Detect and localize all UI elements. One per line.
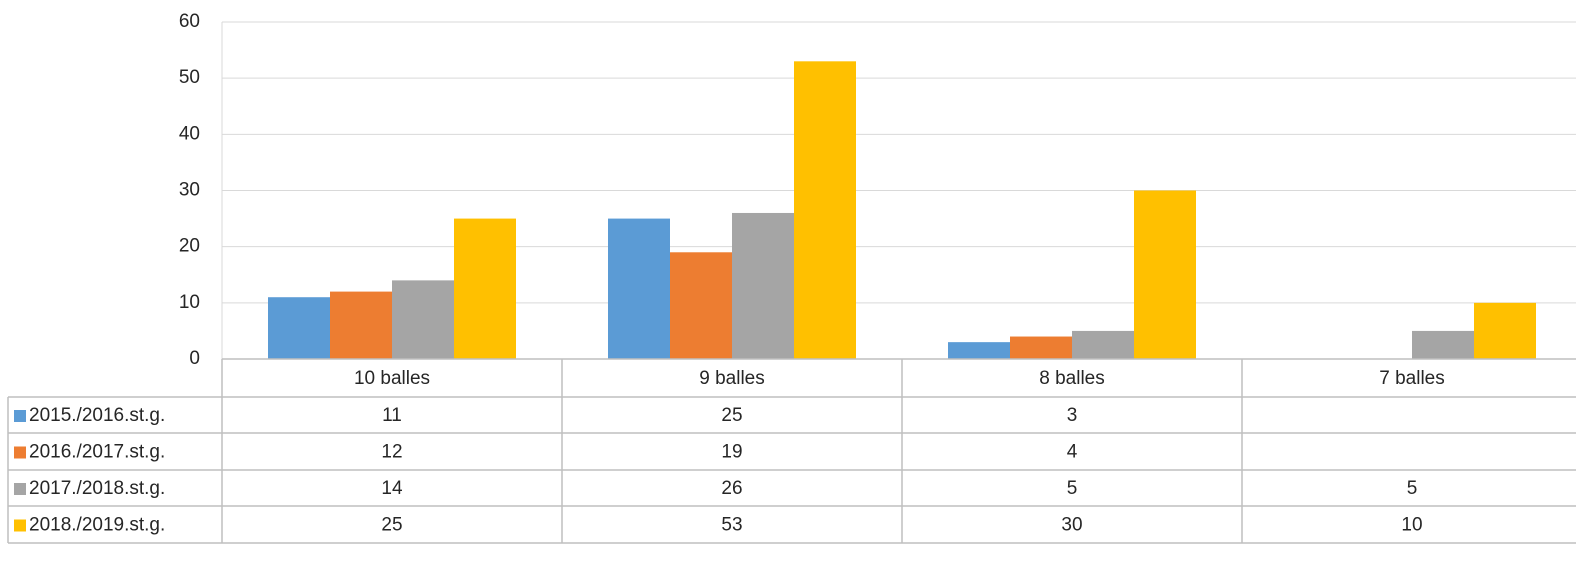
y-tick-label: 40 (179, 123, 200, 144)
bar (268, 297, 330, 359)
bar (392, 280, 454, 359)
legend-label: 2017./2018.st.g. (29, 478, 165, 499)
table-value: 30 (1061, 515, 1082, 536)
legend-label: 2015./2016.st.g. (29, 405, 165, 426)
y-tick-label: 10 (179, 292, 200, 313)
y-tick-label: 60 (179, 11, 200, 32)
bar (1010, 336, 1072, 359)
table-value: 53 (721, 515, 742, 536)
table-value: 26 (721, 478, 742, 499)
bar (1072, 330, 1134, 359)
y-tick-label: 0 (189, 348, 200, 369)
table-value: 4 (1067, 442, 1078, 463)
bar (454, 218, 516, 359)
table-value: 12 (381, 442, 402, 463)
table-value: 5 (1067, 478, 1078, 499)
table-value: 25 (721, 405, 742, 426)
legend-swatch (14, 483, 26, 495)
legend-label: 2016./2017.st.g. (29, 442, 165, 463)
table-value: 25 (381, 515, 402, 536)
table-value: 5 (1407, 478, 1418, 499)
category-label: 9 balles (699, 368, 765, 389)
y-tick-label: 30 (179, 180, 200, 201)
bar (608, 218, 670, 359)
category-label: 10 balles (354, 368, 430, 389)
bar (1134, 190, 1196, 359)
category-label: 8 balles (1039, 368, 1105, 389)
y-tick-label: 20 (179, 236, 200, 257)
bar (794, 61, 856, 360)
table-value: 10 (1401, 515, 1422, 536)
legend-swatch (14, 519, 26, 532)
bar (1412, 330, 1474, 359)
table-value: 14 (381, 478, 403, 499)
bar (948, 342, 1010, 359)
y-tick-label: 50 (179, 67, 200, 88)
legend-swatch (14, 410, 26, 422)
legend-label: 2018./2019.st.g. (29, 515, 165, 536)
bar (1474, 302, 1536, 359)
table-value: 11 (382, 405, 402, 426)
bar (330, 291, 392, 359)
table-value: 3 (1067, 405, 1078, 426)
table-value: 19 (721, 442, 742, 463)
bar (670, 252, 732, 359)
category-label: 7 balles (1379, 368, 1445, 389)
bar (732, 212, 794, 359)
legend-swatch (14, 446, 26, 459)
